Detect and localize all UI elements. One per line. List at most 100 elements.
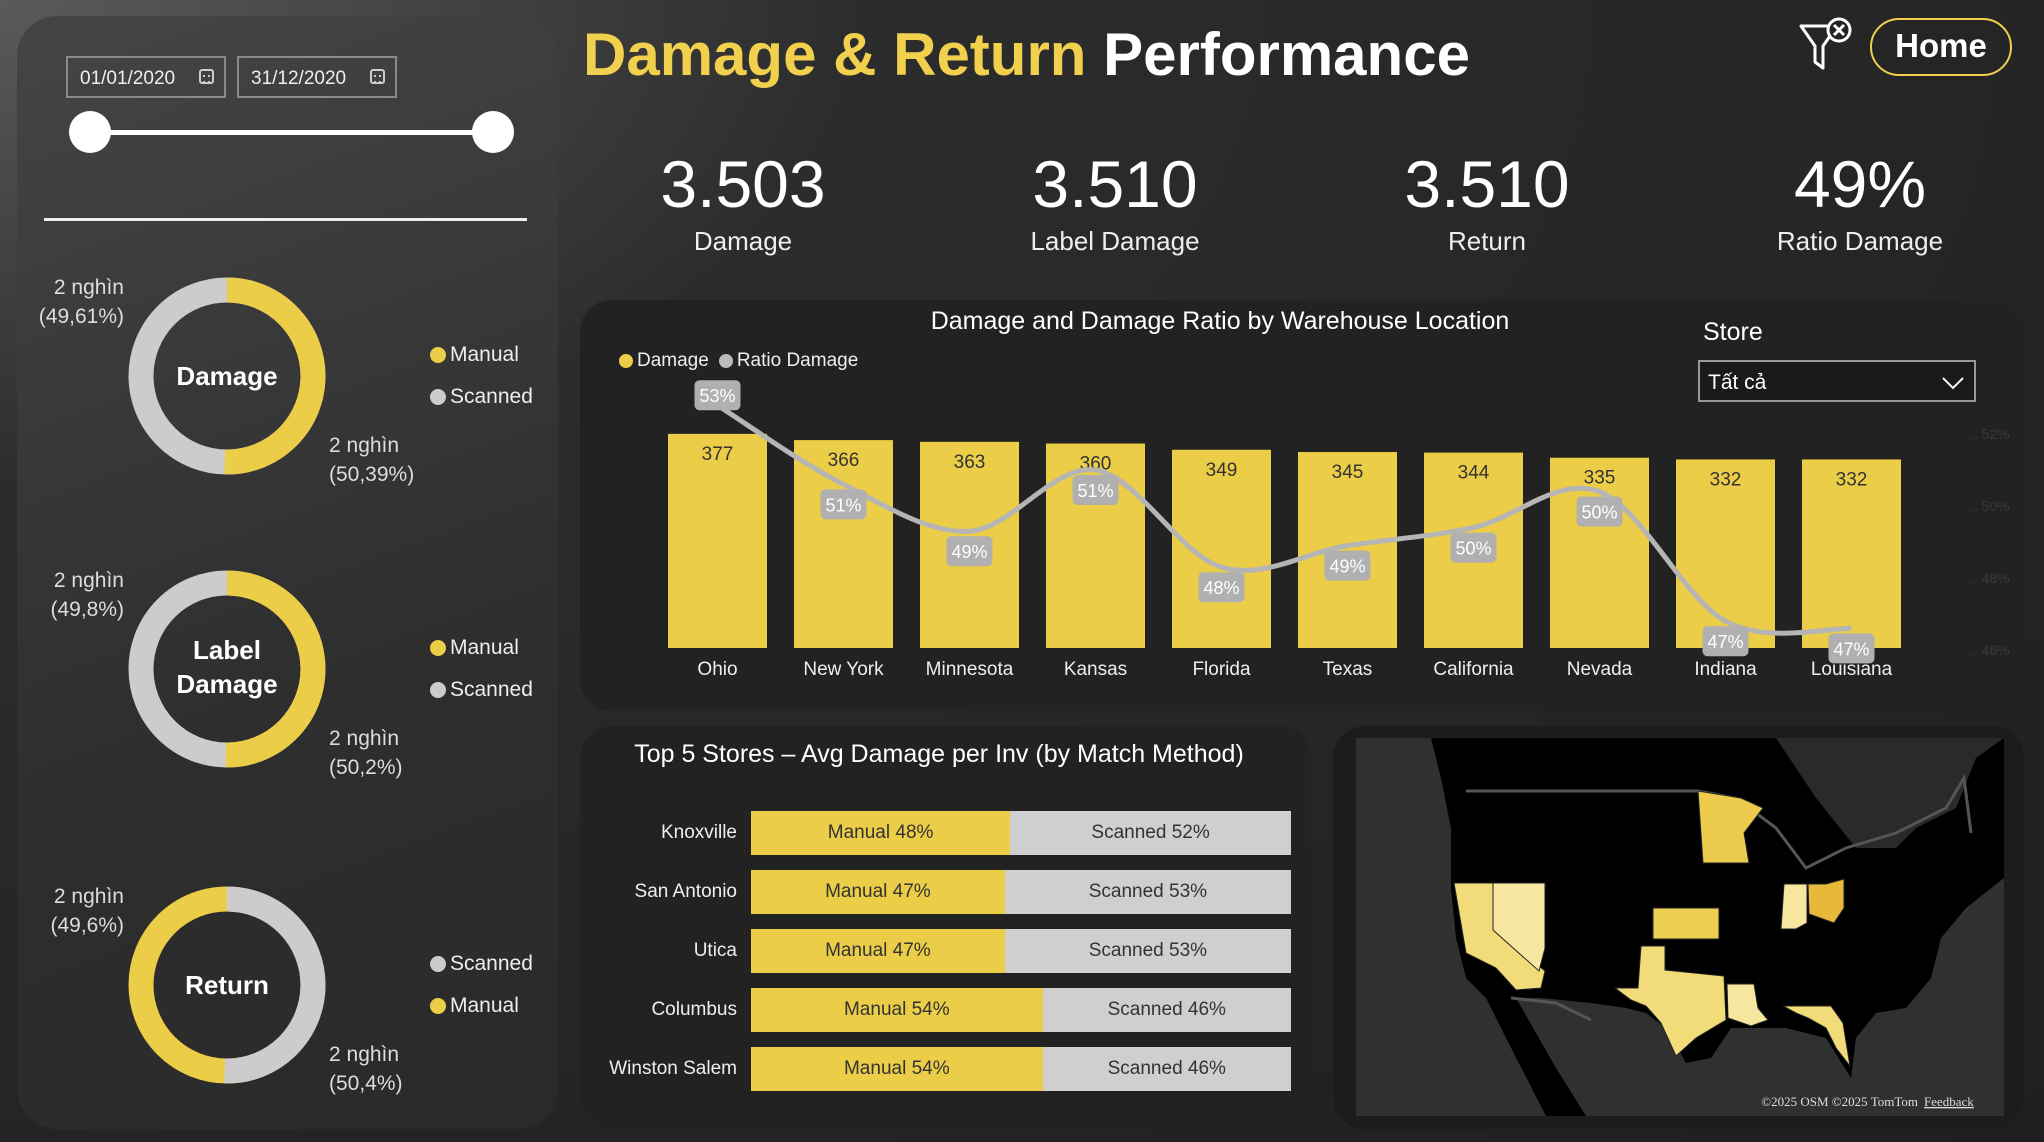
state-ohio[interactable] — [1807, 878, 1845, 924]
ratio-label-box — [1324, 550, 1371, 581]
bar-value-label: 344 — [1458, 463, 1490, 484]
ratio-data-label: 49% — [1329, 557, 1365, 577]
manual-segment[interactable]: Manual 54% — [751, 988, 1043, 1032]
scanned-segment[interactable]: Scanned 53% — [1004, 870, 1291, 914]
donut-title: Damage — [176, 361, 278, 391]
date-slider-track[interactable] — [90, 130, 493, 135]
bar-ohio[interactable] — [668, 433, 767, 648]
legend-item-manual[interactable]: Manual — [430, 636, 519, 660]
ratio-data-label: 47% — [1707, 632, 1743, 652]
category-label: Nevada — [1567, 659, 1633, 680]
calendar-icon[interactable] — [370, 69, 385, 84]
state-indiana[interactable] — [1780, 883, 1808, 930]
bar-value-label: 377 — [702, 444, 734, 465]
legend-item-scanned[interactable]: Scanned — [430, 952, 533, 976]
scanned-segment[interactable]: Scanned 46% — [1042, 988, 1291, 1032]
map-feedback-link[interactable]: Feedback — [1924, 1094, 1974, 1109]
bar-new-york[interactable] — [794, 440, 893, 648]
donut-title: Label Damage — [176, 635, 278, 699]
legend-item-scanned[interactable]: Scanned — [430, 678, 533, 702]
donut-label-value: 2 nghìn — [53, 276, 124, 299]
scanned-segment[interactable]: Scanned 53% — [1004, 929, 1291, 973]
clear-filter-icon[interactable] — [1797, 16, 1853, 78]
manual-segment[interactable]: Manual 47% — [751, 929, 1005, 973]
divider — [44, 218, 527, 221]
state-minnesota[interactable] — [1697, 790, 1764, 864]
donut-segment[interactable] — [128, 277, 326, 475]
bar-louisiana[interactable] — [1802, 459, 1901, 648]
home-button[interactable]: Home — [1870, 18, 2012, 76]
manual-segment[interactable]: Manual 48% — [751, 811, 1011, 855]
donut-segment[interactable] — [128, 886, 326, 1084]
store-row-bar[interactable]: Manual 54% Scanned 46% — [751, 1047, 1291, 1091]
ratio-data-label: 51% — [825, 495, 861, 515]
bar-indiana[interactable] — [1676, 459, 1775, 648]
store-row-bar[interactable]: Manual 47% Scanned 53% — [751, 929, 1291, 973]
state-nevada[interactable] — [1492, 882, 1546, 972]
start-date-input[interactable]: 01/01/2020 — [66, 56, 226, 98]
legend-item-manual[interactable]: Manual — [430, 994, 519, 1018]
state-florida[interactable] — [1782, 1005, 1851, 1067]
donut-label-pct: (49,6%) — [50, 914, 124, 937]
legend-dot — [430, 682, 446, 698]
manual-segment[interactable]: Manual 47% — [751, 870, 1005, 914]
map-great-lakes — [1776, 738, 2004, 848]
category-label: Minnesota — [926, 659, 1014, 680]
store-row-bar[interactable]: Manual 47% Scanned 53% — [751, 870, 1291, 914]
end-date-input[interactable]: 31/12/2020 — [237, 56, 397, 98]
store-row-bar[interactable]: Manual 48% Scanned 52% — [751, 811, 1291, 855]
ratio-data-label: 47% — [1833, 639, 1869, 659]
donut-label-pct: (50,39%) — [329, 463, 415, 486]
date-slider-end-handle[interactable] — [472, 111, 514, 153]
ratio-data-label: 51% — [1077, 481, 1113, 501]
scanned-segment[interactable]: Scanned 46% — [1042, 1047, 1291, 1091]
donut-label-pct: (50,4%) — [329, 1072, 403, 1095]
ratio-line[interactable] — [716, 403, 1852, 636]
category-label: Florida — [1192, 659, 1251, 680]
store-row-label: San Antonio — [634, 881, 737, 902]
legend-item-manual[interactable]: Manual — [430, 343, 519, 367]
store-row-label: Utica — [693, 940, 737, 961]
kpi-ratio-damage: 49% Ratio Damage — [1776, 147, 1944, 256]
state-texas[interactable] — [1613, 945, 1727, 1057]
store-row-label: Columbus — [651, 999, 737, 1020]
ratio-label-box — [1828, 633, 1875, 664]
bar-texas[interactable] — [1298, 452, 1397, 648]
store-dropdown[interactable]: Tất cả — [1698, 360, 1976, 402]
ratio-data-label: 48% — [1203, 578, 1239, 598]
ratio-label-box — [946, 536, 993, 567]
state-map[interactable]: ©2025 OSM ©2025 TomTom Feedback — [1356, 738, 2004, 1116]
legend-damage: Damage — [637, 350, 709, 371]
scanned-segment[interactable]: Scanned 52% — [1010, 811, 1291, 855]
date-slider-start-handle[interactable] — [69, 111, 111, 153]
ratio-label-box — [694, 380, 741, 411]
state-louisiana[interactable] — [1726, 983, 1769, 1027]
legend-item-scanned[interactable]: Scanned — [430, 385, 533, 409]
bar-value-label: 363 — [954, 452, 986, 473]
category-label: Louisiana — [1811, 659, 1893, 680]
legend-label: Manual — [450, 343, 519, 366]
donut-segment[interactable] — [128, 570, 326, 768]
donut-chart-2 — [128, 886, 326, 1084]
manual-segment[interactable]: Manual 54% — [751, 1047, 1043, 1091]
ratio-data-label: 50% — [1581, 503, 1617, 523]
state-kansas[interactable] — [1652, 907, 1720, 940]
donut-label-value: 2 nghìn — [329, 434, 400, 457]
filter-panel — [17, 16, 558, 1129]
bar-value-label: 332 — [1710, 469, 1742, 490]
donut-label-value: 2 nghìn — [329, 727, 400, 750]
ratio-data-label: 49% — [951, 542, 987, 562]
donut-label: 2 nghìn (49,6%) — [20, 882, 124, 940]
bar-value-label: 366 — [828, 450, 860, 471]
kpi-label-damage: 3.510 Label Damage — [1030, 147, 1200, 256]
kpi-return: 3.510 Return — [1404, 147, 1570, 256]
ratio-data-label: 50% — [1455, 539, 1491, 559]
calendar-icon[interactable] — [199, 69, 214, 84]
donut-label: 2 nghìn (49,61%) — [20, 273, 124, 331]
ratio-label-box — [1072, 475, 1119, 505]
store-row-bar[interactable]: Manual 54% Scanned 46% — [751, 988, 1291, 1032]
category-label: Texas — [1323, 659, 1373, 680]
store-row-label: Knoxville — [660, 822, 737, 843]
legend-dot — [430, 640, 446, 656]
start-date-value: 01/01/2020 — [80, 68, 176, 89]
